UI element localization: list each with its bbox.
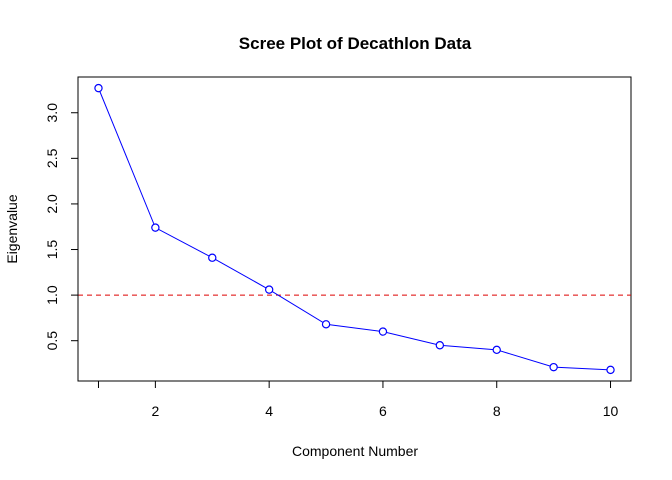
x-tick-label: 2 (151, 403, 159, 419)
x-axis-label: Component Number (292, 443, 418, 459)
data-point (492, 345, 501, 355)
x-tick-label: 8 (493, 403, 501, 419)
y-tick-label: 1.0 (44, 285, 60, 305)
data-point (606, 365, 615, 375)
data-point (208, 253, 217, 262)
y-tick-label: 0.5 (44, 331, 60, 351)
y-axis-label: Eigenvalue (4, 194, 20, 263)
data-point (264, 285, 274, 294)
x-tick-label: 4 (265, 403, 273, 419)
y-axis: 0.5 1.0 1.5 2.0 2.5 3.0 (44, 103, 79, 351)
data-point (321, 320, 331, 329)
data-point (435, 341, 445, 350)
x-tick-label: 6 (379, 403, 387, 419)
series-line (98, 87, 611, 371)
data-point (549, 362, 558, 372)
y-tick-label: 2.5 (44, 148, 60, 168)
y-tick-label: 2.0 (44, 194, 60, 214)
data-point (151, 223, 160, 232)
plot-frame (77, 76, 632, 382)
x-axis: 2 4 6 8 10 (97, 380, 619, 419)
data-point (94, 83, 103, 93)
series-layer (94, 83, 615, 375)
chart-title: Scree Plot of Decathlon Data (239, 34, 472, 53)
data-point (378, 327, 388, 336)
y-tick-label: 1.5 (44, 240, 60, 260)
y-tick-label: 3.0 (44, 103, 60, 123)
x-tick-label: 10 (603, 403, 619, 419)
